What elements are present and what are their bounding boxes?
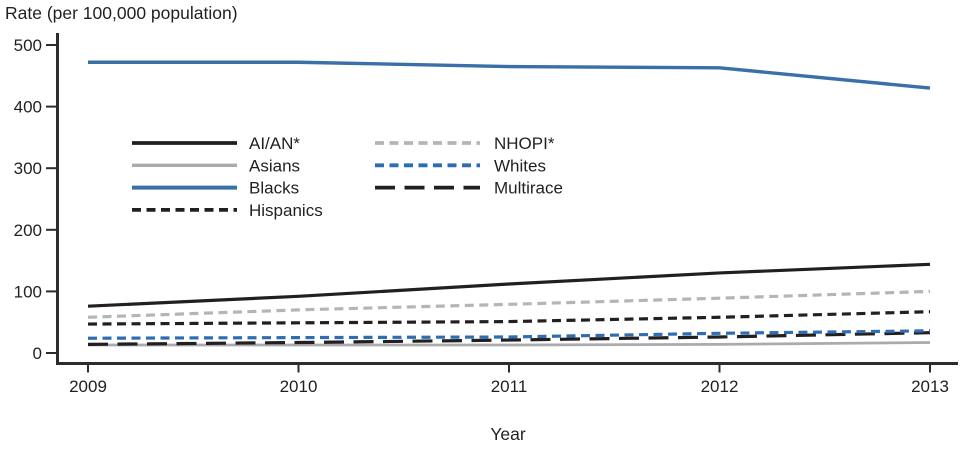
series-line-ai-an [87, 262, 931, 308]
series-line-hispanics [87, 310, 931, 326]
x-tick-label: 2012 [701, 377, 739, 396]
y-tick-label: 200 [14, 221, 42, 240]
y-tick-label: 500 [14, 36, 42, 55]
series-line-blacks [88, 60, 931, 90]
legend-label-nhopi: NHOPI* [494, 134, 555, 153]
legend-label-asians: Asians [249, 156, 300, 175]
y-tick-label: 100 [14, 282, 42, 301]
y-tick-label: 0 [33, 344, 42, 363]
series-line-asians [88, 341, 931, 347]
series-line-multirace [87, 331, 931, 346]
legend: AI/AN* Asians Blacks Hispanics NHOPI* Whites M… [132, 134, 563, 220]
legend-label-blacks: Blacks [249, 179, 299, 198]
axes: 0 100 200 300 400 500 2009 2010 2011 2012 2013 [14, 33, 958, 396]
series-line-whites [87, 329, 931, 340]
y-axis-title: Rate (per 100,000 population) [5, 3, 238, 23]
x-tick-label: 2010 [280, 377, 318, 396]
x-tick-label: 2011 [491, 377, 528, 396]
legend-label-whites: Whites [494, 156, 546, 175]
series-lines [87, 60, 931, 347]
x-axis-title: Year [490, 424, 526, 444]
legend-label-ai-an: AI/AN* [249, 134, 300, 153]
legend-label-multirace: Multirace [494, 179, 563, 198]
x-tick-label: 2013 [911, 377, 949, 396]
x-tick-label: 2009 [69, 377, 107, 396]
legend-label-hispanics: Hispanics [249, 201, 323, 220]
series-line-nhopi [87, 289, 931, 319]
y-tick-label: 400 [14, 98, 42, 117]
y-tick-label: 300 [14, 159, 42, 178]
